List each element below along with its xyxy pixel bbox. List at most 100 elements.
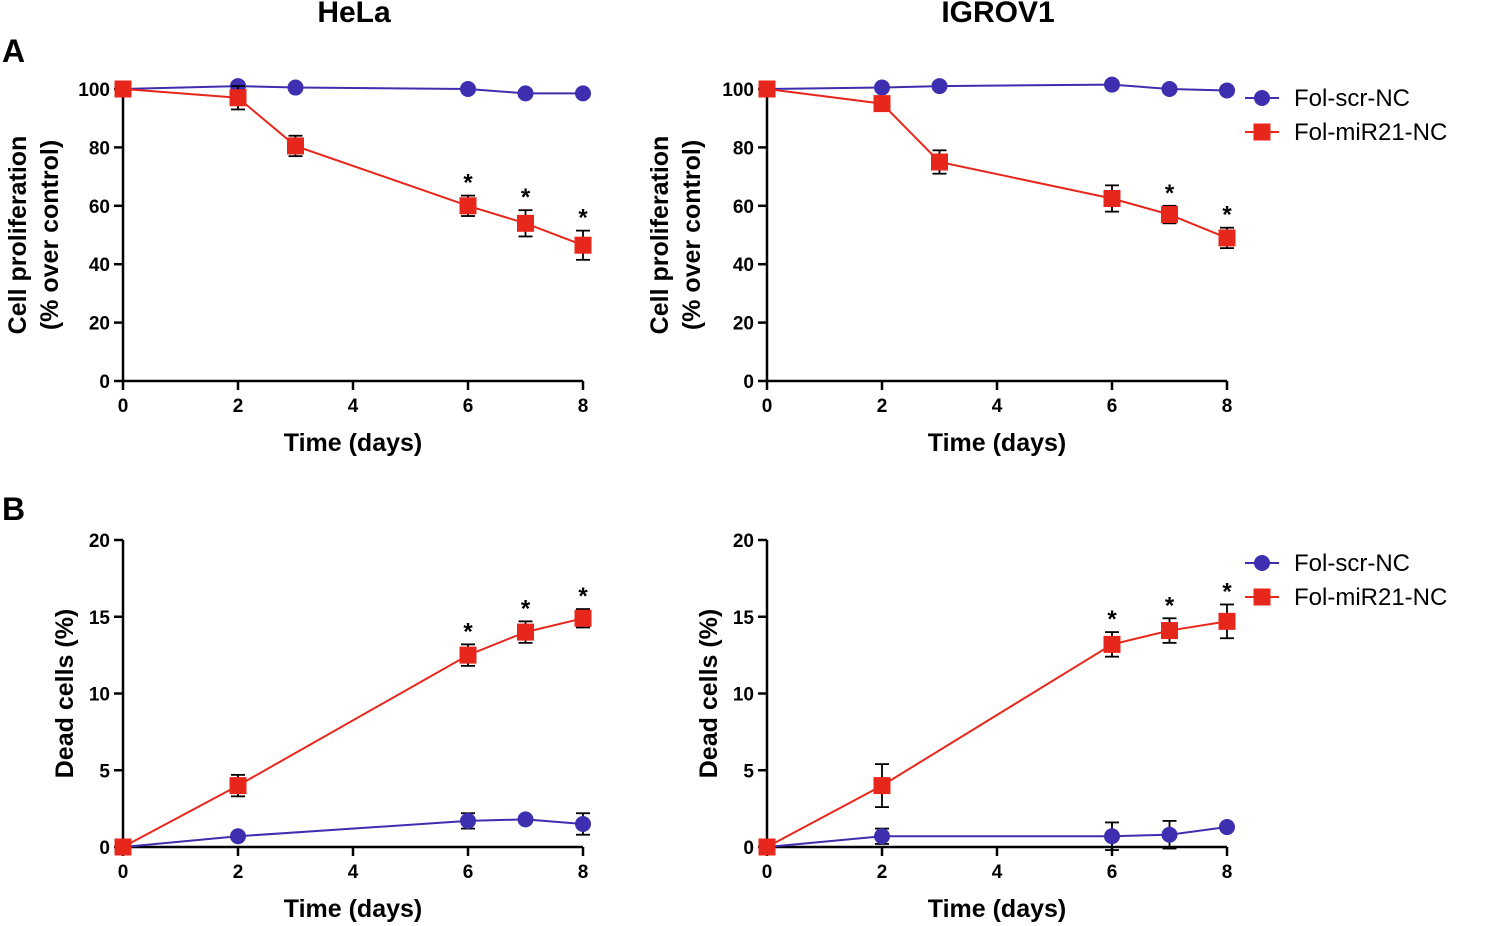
data-point bbox=[873, 95, 891, 113]
data-point bbox=[517, 623, 534, 641]
x-tick-label: 6 bbox=[463, 862, 474, 883]
x-tick-label: 2 bbox=[877, 862, 888, 883]
data-point bbox=[114, 838, 132, 856]
y-tick-label: 0 bbox=[743, 838, 754, 859]
x-tick-label: 0 bbox=[118, 862, 129, 883]
panel-label-b: B bbox=[2, 491, 25, 527]
data-point bbox=[287, 79, 304, 96]
x-tick-label: 0 bbox=[762, 396, 773, 417]
y-tick-label: 40 bbox=[89, 255, 110, 276]
series-fol-mir21-nc bbox=[114, 608, 592, 856]
y-axis-title: Cell proliferation bbox=[4, 136, 32, 335]
y-tick-label: 5 bbox=[743, 761, 754, 782]
data-point bbox=[874, 828, 890, 845]
column-title-igrov1: IGROV1 bbox=[941, 0, 1054, 29]
series-fol-scr-nc bbox=[759, 819, 1235, 855]
series-line bbox=[122, 617, 584, 848]
data-point bbox=[1161, 826, 1178, 843]
y-tick-label: 60 bbox=[89, 197, 110, 218]
significance-star: * bbox=[521, 595, 531, 622]
x-tick-label: 4 bbox=[348, 396, 359, 417]
y-tick-label: 15 bbox=[733, 608, 755, 629]
data-point bbox=[931, 153, 948, 171]
data-point bbox=[574, 609, 592, 627]
significance-star: * bbox=[1222, 202, 1232, 229]
legend-label: Fol-scr-NC bbox=[1294, 85, 1410, 112]
x-tick-label: 8 bbox=[1222, 862, 1233, 883]
data-point bbox=[1161, 622, 1178, 640]
x-tick-label: 6 bbox=[1107, 862, 1118, 883]
legend-marker bbox=[1254, 555, 1270, 571]
data-point bbox=[931, 78, 948, 95]
x-tick-label: 6 bbox=[1107, 396, 1118, 417]
legend-marker bbox=[1253, 123, 1271, 141]
data-point bbox=[114, 80, 132, 98]
data-point bbox=[1104, 76, 1120, 93]
data-point bbox=[460, 81, 476, 97]
significance-star: * bbox=[1165, 180, 1175, 207]
data-point bbox=[517, 811, 534, 828]
series-fol-mir21-nc bbox=[114, 80, 592, 261]
y-tick-label: 0 bbox=[743, 372, 754, 393]
chart-b-hela: 0 5 10 15 20 0 2 4 6 8 Time (days) Dead cells (%) * *… bbox=[51, 531, 592, 923]
series-fol-scr-nc bbox=[115, 78, 591, 102]
legend-label: Fol-miR21-NC bbox=[1294, 119, 1447, 146]
significance-star: * bbox=[1107, 606, 1117, 633]
x-tick-label: 8 bbox=[1222, 396, 1233, 417]
chart-a-igrov1: 0 20 40 60 80 100 0 2 4 6 8 Time (days) Cell prolife… bbox=[646, 76, 1447, 457]
data-point bbox=[287, 137, 304, 155]
significance-star: * bbox=[1165, 592, 1175, 619]
data-point bbox=[1161, 206, 1178, 224]
series-line bbox=[122, 85, 583, 95]
data-point bbox=[1218, 612, 1236, 630]
data-point bbox=[575, 815, 591, 832]
data-point bbox=[517, 214, 534, 232]
significance-star: * bbox=[578, 583, 588, 610]
y-tick-label: 0 bbox=[99, 838, 110, 859]
panel-label-a: A bbox=[2, 33, 25, 69]
data-point bbox=[229, 89, 247, 107]
legend-label: Fol-miR21-NC bbox=[1294, 584, 1447, 611]
x-axis-title: Time (days) bbox=[284, 429, 422, 457]
x-tick-label: 4 bbox=[992, 862, 1003, 883]
x-tick-label: 6 bbox=[463, 396, 474, 417]
data-point bbox=[873, 777, 891, 795]
series-fol-mir21-nc bbox=[758, 603, 1236, 856]
data-point bbox=[574, 236, 592, 254]
y-tick-label: 10 bbox=[89, 685, 110, 706]
significance-star: * bbox=[578, 205, 588, 232]
y-tick-label: 60 bbox=[733, 197, 754, 218]
y-axis-title: (% over control) bbox=[36, 140, 64, 330]
legend: Fol-scr-NC Fol-miR21-NC bbox=[1245, 550, 1447, 611]
data-point bbox=[758, 80, 776, 98]
data-point bbox=[1219, 819, 1235, 836]
y-tick-label: 20 bbox=[89, 531, 110, 552]
data-point bbox=[459, 646, 477, 664]
y-tick-label: 20 bbox=[733, 314, 754, 335]
y-tick-label: 0 bbox=[99, 372, 110, 393]
y-axis-title: Dead cells (%) bbox=[695, 609, 723, 779]
x-tick-label: 0 bbox=[118, 396, 129, 417]
y-tick-label: 80 bbox=[89, 138, 110, 159]
x-axis-title: Time (days) bbox=[284, 895, 422, 923]
series-fol-mir21-nc bbox=[758, 80, 1236, 250]
data-point bbox=[758, 838, 776, 856]
y-tick-label: 10 bbox=[733, 685, 754, 706]
data-point bbox=[1103, 635, 1121, 653]
data-point bbox=[229, 777, 247, 795]
series-fol-scr-nc bbox=[759, 76, 1235, 99]
x-tick-label: 0 bbox=[762, 862, 773, 883]
data-point bbox=[1104, 828, 1120, 845]
y-tick-label: 100 bbox=[722, 80, 754, 101]
significance-star: * bbox=[521, 184, 531, 211]
series-line bbox=[766, 83, 1228, 92]
x-tick-label: 2 bbox=[877, 396, 888, 417]
data-point bbox=[459, 197, 477, 215]
y-axis-title: Dead cells (%) bbox=[51, 609, 79, 779]
y-tick-label: 40 bbox=[733, 255, 754, 276]
x-axis-title: Time (days) bbox=[928, 895, 1066, 923]
x-tick-label: 8 bbox=[578, 862, 589, 883]
significance-star: * bbox=[463, 170, 473, 197]
